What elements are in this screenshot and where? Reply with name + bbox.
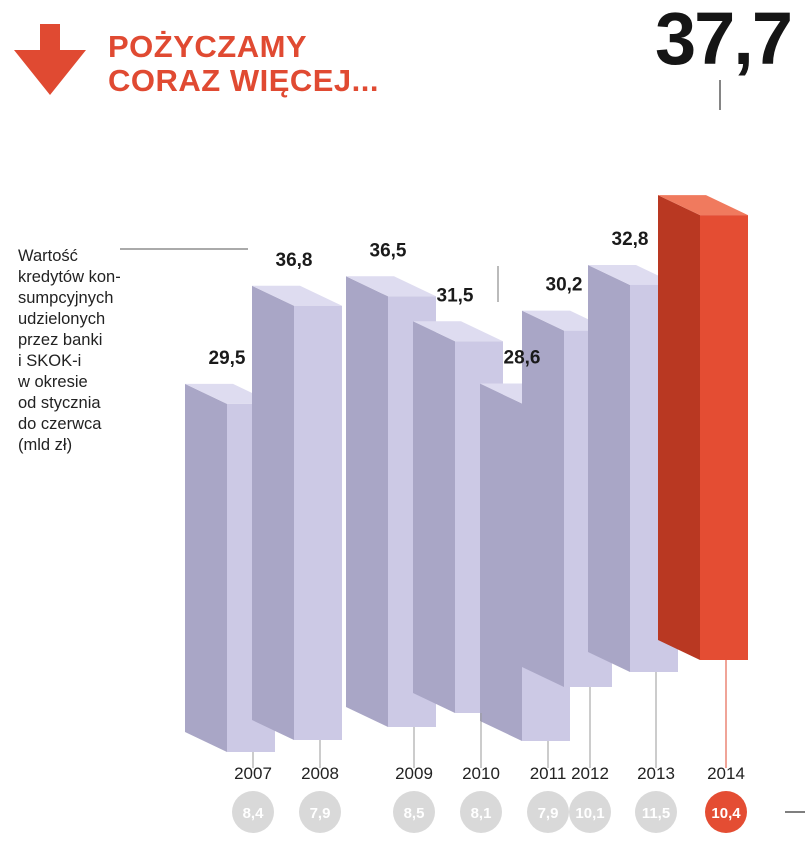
value-label: 30,2 [546, 275, 583, 296]
secondary-value: 11,5 [642, 805, 670, 822]
bar-side-face [522, 310, 564, 687]
year-label: 2012 [571, 764, 609, 783]
year-label: 2011 [530, 764, 567, 783]
secondary-circle [299, 791, 341, 833]
secondary-circle [232, 791, 274, 833]
value-label: 36,5 [370, 240, 407, 261]
bar-top-face [346, 276, 436, 297]
value-label: 31,5 [437, 285, 474, 306]
bar-side-face [346, 276, 388, 727]
bar-front-face [700, 215, 748, 660]
bar-side-face [480, 383, 522, 741]
secondary-value: 10,1 [575, 805, 604, 822]
year-label: 2013 [637, 764, 675, 783]
bar-side-face [658, 195, 700, 660]
secondary-value: 7,9 [310, 805, 331, 822]
bar-side-face [413, 321, 455, 713]
secondary-value: 8,5 [404, 805, 425, 822]
secondary-value: 10,4 [711, 805, 741, 822]
title-line-1: POŻYCZAMY [108, 29, 308, 64]
bar-top-face [588, 264, 678, 285]
chart-title: POŻYCZAMY CORAZ WIĘCEJ... [108, 30, 379, 98]
year-label: 2010 [462, 764, 500, 783]
secondary-value: 7,9 [538, 805, 559, 822]
value-label: 36,8 [276, 250, 313, 271]
year-label: 2014 [707, 764, 745, 783]
title-line-2: CORAZ WIĘCEJ... [108, 63, 380, 98]
bar-side-face [588, 264, 630, 672]
value-label: 32,8 [612, 229, 649, 250]
secondary-value: 8,4 [243, 805, 265, 822]
year-label: 2009 [395, 764, 433, 783]
arrow-down-icon [14, 24, 86, 95]
bar-side-face [185, 383, 227, 752]
bar-2014 [658, 195, 748, 660]
secondary-circle [393, 791, 435, 833]
secondary-circle [705, 791, 747, 833]
year-label: 2008 [301, 764, 339, 783]
secondary-value: 8,1 [471, 805, 492, 822]
bar-top-face [252, 285, 342, 306]
chart-description: Wartość kredytów kon- sumpcyjnych udziel… [18, 247, 121, 454]
bar-top-face [413, 321, 503, 342]
secondary-circle [527, 791, 569, 833]
secondary-circle [460, 791, 502, 833]
secondary-circle [635, 791, 677, 833]
bar-front-face [294, 305, 342, 740]
highlight-value: 37,7 [655, 0, 793, 80]
bar-2008 [252, 285, 342, 740]
value-label: 29,5 [209, 348, 246, 369]
bar-top-face [658, 195, 748, 216]
secondary-circle [569, 791, 611, 833]
year-label: 2007 [234, 764, 272, 783]
value-label: 28,6 [504, 348, 541, 369]
bar-side-face [252, 285, 294, 740]
